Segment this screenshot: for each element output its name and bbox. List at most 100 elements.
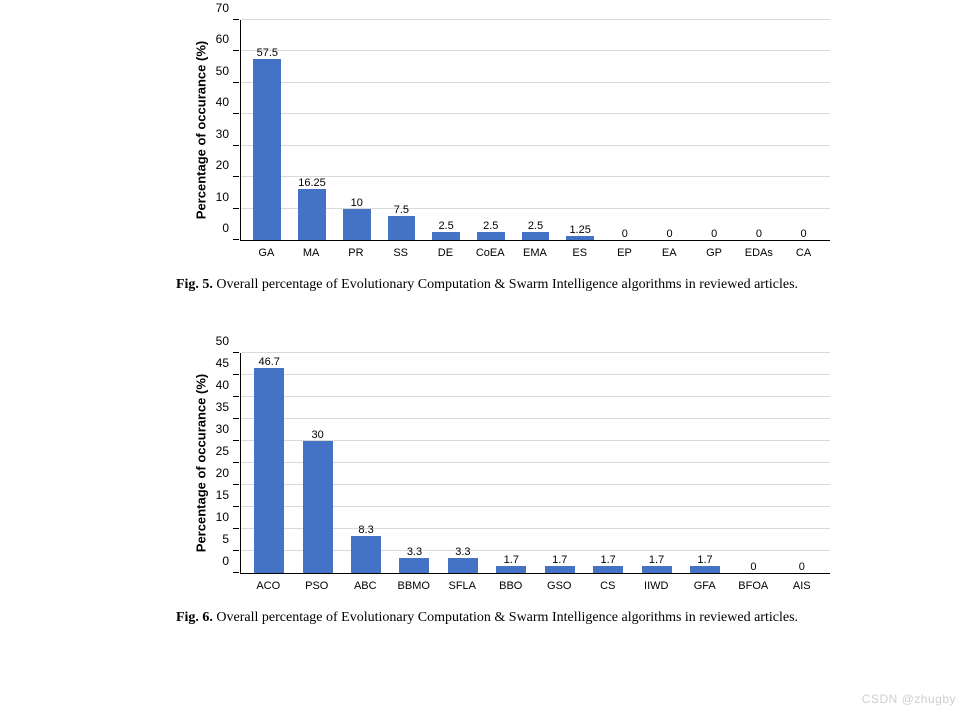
y-tick bbox=[233, 19, 239, 20]
bar bbox=[399, 558, 429, 573]
caption-prefix: Fig. 5. bbox=[176, 277, 213, 292]
bar-slot: 1.7 bbox=[681, 353, 729, 573]
bar bbox=[522, 232, 550, 240]
bar bbox=[351, 536, 381, 573]
y-tick bbox=[233, 440, 239, 441]
x-tick-label: EA bbox=[647, 241, 692, 259]
x-tick-label: CS bbox=[584, 574, 633, 592]
y-tick-label: 5 bbox=[222, 533, 229, 545]
caption-prefix: Fig. 6. bbox=[176, 610, 213, 625]
watermark: CSDN @zhugby bbox=[862, 692, 956, 706]
bars-container: 46.7308.33.33.31.71.71.71.71.700 bbox=[241, 353, 830, 573]
y-tick-label: 60 bbox=[216, 33, 229, 45]
x-tick-label: BFOA bbox=[729, 574, 778, 592]
y-axis-title: Percentage of occurance (%) bbox=[194, 374, 209, 552]
y-tick-label: 15 bbox=[216, 489, 229, 501]
y-tick bbox=[233, 352, 239, 353]
bar-slot: 2.5 bbox=[468, 20, 513, 240]
y-tick-label: 20 bbox=[216, 159, 229, 171]
x-tick-label: BBMO bbox=[390, 574, 439, 592]
bar-chart: Percentage of occurance (%)0102030405060… bbox=[240, 20, 830, 241]
bar-chart: Percentage of occurance (%)0510152025303… bbox=[240, 353, 830, 574]
bar bbox=[642, 566, 672, 573]
bar-value-label: 1.7 bbox=[552, 554, 567, 566]
bar-slot: 1.7 bbox=[584, 353, 632, 573]
bar-slot: 3.3 bbox=[439, 353, 487, 573]
figure-fig5: Percentage of occurance (%)0102030405060… bbox=[20, 20, 954, 293]
x-tick-label: ABC bbox=[341, 574, 390, 592]
bar bbox=[388, 216, 416, 240]
caption-text: Overall percentage of Evolutionary Compu… bbox=[213, 610, 798, 625]
bar-slot: 2.5 bbox=[513, 20, 558, 240]
bar-slot: 0 bbox=[647, 20, 692, 240]
bar-slot: 30 bbox=[293, 353, 341, 573]
bar bbox=[254, 368, 284, 573]
bar-value-label: 0 bbox=[666, 228, 672, 240]
x-tick-label: DE bbox=[423, 241, 468, 259]
y-tick-label: 35 bbox=[216, 401, 229, 413]
bar-value-label: 30 bbox=[312, 429, 324, 441]
y-tick-label: 20 bbox=[216, 467, 229, 479]
x-tick-label: CA bbox=[781, 241, 826, 259]
bar-slot: 57.5 bbox=[245, 20, 290, 240]
bar-value-label: 0 bbox=[756, 228, 762, 240]
bar-slot: 2.5 bbox=[424, 20, 469, 240]
chart-wrap: Percentage of occurance (%)0510152025303… bbox=[190, 353, 830, 592]
bar-slot: 0 bbox=[692, 20, 737, 240]
bar-value-label: 1.25 bbox=[569, 224, 590, 236]
bar-value-label: 46.7 bbox=[258, 356, 279, 368]
y-tick-label: 10 bbox=[216, 191, 229, 203]
bar-slot: 1.25 bbox=[558, 20, 603, 240]
bar-slot: 16.25 bbox=[290, 20, 335, 240]
bar-slot: 7.5 bbox=[379, 20, 424, 240]
x-tick-label: PSO bbox=[293, 574, 342, 592]
bar bbox=[303, 441, 333, 573]
bar bbox=[690, 566, 720, 573]
bar bbox=[253, 59, 281, 240]
bar-value-label: 3.3 bbox=[455, 546, 470, 558]
bar-value-label: 1.7 bbox=[601, 554, 616, 566]
bar-value-label: 3.3 bbox=[407, 546, 422, 558]
y-tick-label: 30 bbox=[216, 423, 229, 435]
bar-slot: 3.3 bbox=[390, 353, 438, 573]
x-tick-label: EMA bbox=[513, 241, 558, 259]
x-tick-label: ES bbox=[557, 241, 602, 259]
bar bbox=[545, 566, 575, 573]
y-tick bbox=[233, 145, 239, 146]
bar-slot: 1.7 bbox=[487, 353, 535, 573]
bar-value-label: 0 bbox=[750, 561, 756, 573]
y-tick bbox=[233, 506, 239, 507]
bar bbox=[566, 236, 594, 240]
x-tick-label: PR bbox=[334, 241, 379, 259]
bar-value-label: 2.5 bbox=[528, 220, 543, 232]
y-tick-label: 0 bbox=[222, 555, 229, 567]
x-tick-label: SFLA bbox=[438, 574, 487, 592]
y-tick bbox=[233, 572, 239, 573]
y-tick bbox=[233, 418, 239, 419]
bar-slot: 0 bbox=[781, 20, 826, 240]
bar-value-label: 0 bbox=[801, 228, 807, 240]
x-tick-label: GSO bbox=[535, 574, 584, 592]
y-tick bbox=[233, 239, 239, 240]
bar bbox=[593, 566, 623, 573]
y-tick-label: 25 bbox=[216, 445, 229, 457]
y-tick-label: 45 bbox=[216, 357, 229, 369]
y-tick-label: 30 bbox=[216, 128, 229, 140]
bar-value-label: 0 bbox=[622, 228, 628, 240]
bar-value-label: 16.25 bbox=[298, 177, 326, 189]
bar-slot: 1.7 bbox=[536, 353, 584, 573]
x-tick-label: SS bbox=[378, 241, 423, 259]
bar-value-label: 7.5 bbox=[394, 204, 409, 216]
bar-value-label: 0 bbox=[711, 228, 717, 240]
x-tick-label: GP bbox=[692, 241, 737, 259]
x-tick-label: ACO bbox=[244, 574, 293, 592]
bars-container: 57.516.25107.52.52.52.51.2500000 bbox=[241, 20, 830, 240]
y-tick bbox=[233, 50, 239, 51]
bar-value-label: 57.5 bbox=[257, 47, 278, 59]
y-tick bbox=[233, 396, 239, 397]
y-tick-label: 40 bbox=[216, 379, 229, 391]
bar-value-label: 0 bbox=[799, 561, 805, 573]
figure-caption: Fig. 5. Overall percentage of Evolutiona… bbox=[20, 277, 954, 293]
x-labels: GAMAPRSSDECoEAEMAESEPEAGPEDAsCA bbox=[240, 241, 830, 259]
bar-value-label: 1.7 bbox=[697, 554, 712, 566]
